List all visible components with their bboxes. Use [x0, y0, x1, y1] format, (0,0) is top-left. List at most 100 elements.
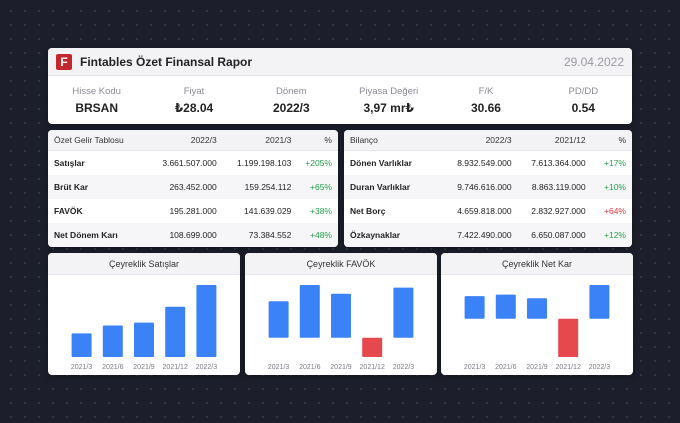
metrics-row: Hisse Kodu BRSAN Fiyat ₺28.04 Dönem 2022… [48, 76, 632, 124]
balance-sheet-table: Bilanço 2022/3 2021/12 % Dönen Varlıklar… [344, 130, 632, 247]
row-value-current: 195.281.000 [169, 206, 217, 216]
table-row: Satışlar 3.661.507.000 1.199.198.103 +20… [48, 151, 338, 175]
metric-label: Dönem [276, 85, 307, 97]
summary-header-card: F Fintables Özet Finansal Rapor 29.04.20… [48, 48, 632, 124]
metric-value: BRSAN [75, 100, 118, 115]
report-date: 29.04.2022 [563, 54, 624, 69]
x-tick-label: 2021/3 [268, 364, 290, 371]
x-tick-label: 2022/3 [589, 364, 611, 371]
table-row: Dönen Varlıklar 8.932.549.000 7.613.364.… [344, 151, 632, 175]
chart-bar [268, 301, 289, 338]
chart-bar [102, 325, 123, 357]
chart-bar [464, 296, 485, 319]
column-header: 2022/3 [190, 135, 217, 145]
column-header: 2021/12 [554, 135, 586, 145]
x-tick-label: 2021/9 [330, 364, 352, 371]
row-label: Özkaynaklar [350, 230, 401, 240]
row-change-pct: +64% [604, 206, 626, 216]
row-label: Satışlar [54, 158, 85, 168]
x-tick-label: 2021/6 [102, 364, 124, 371]
row-value-previous: 141.639.029 [244, 206, 292, 216]
metric-value: 0.54 [571, 100, 595, 115]
chart-bar [393, 287, 414, 338]
chart-bar [134, 322, 154, 357]
metric-label: PD/DD [568, 85, 599, 97]
chart-bar [495, 294, 516, 319]
metric-market-cap: Piyasa Değeri 3,97 mr₺ [340, 86, 437, 115]
row-change-pct: +17% [604, 158, 626, 168]
chart-plot: 2021/3 2021/6 2021/9 2021/12 2022/3 [71, 285, 218, 371]
column-header: 2021/3 [265, 135, 292, 145]
row-value-previous: 8.863.119.000 [531, 182, 586, 192]
header-bar: F Fintables Özet Finansal Rapor 29.04.20… [48, 48, 632, 76]
row-change-pct: +38% [310, 206, 332, 216]
column-header: % [324, 135, 332, 145]
table-row: Net Dönem Karı 108.699.000 73.384.552 +4… [48, 223, 338, 247]
chart-bar [299, 285, 320, 338]
x-tick-label: 2021/9 [133, 364, 155, 371]
chart-title: Çeyreklik Net Kar [441, 253, 633, 275]
row-label: Brüt Kar [54, 182, 89, 192]
fintables-logo-icon: F [56, 53, 72, 70]
x-tick-label: 2021/3 [464, 364, 486, 371]
column-header: % [618, 135, 626, 145]
row-value-current: 263.452.000 [169, 182, 217, 192]
column-header: Bilanço [350, 135, 378, 145]
quarterly-sales-chart: Çeyreklik Satışlar 2021/3 2021/6 2021/9 202… [48, 253, 240, 375]
row-value-previous: 159.254.112 [244, 182, 292, 192]
chart-bar [362, 337, 383, 357]
row-label: Dönen Varlıklar [350, 158, 412, 168]
x-tick-label: 2021/6 [495, 364, 517, 371]
metric-stock-code: Hisse Kodu BRSAN [48, 86, 145, 115]
x-tick-label: 2021/12 [556, 364, 581, 371]
metric-label: Hisse Kodu [72, 85, 121, 97]
metric-value: ₺28.04 [174, 100, 214, 115]
row-label: FAVÖK [54, 206, 83, 216]
chart-bar [71, 333, 92, 357]
row-value-current: 108.699.000 [169, 230, 217, 240]
chart-plot: 2021/3 2021/6 2021/9 2021/12 2022/3 [464, 285, 611, 371]
chart-title: Çeyreklik Satışlar [48, 253, 240, 275]
row-label: Duran Varlıklar [350, 182, 411, 192]
chart-plot: 2021/3 2021/6 2021/9 2021/12 2022/3 [268, 285, 415, 371]
table-row: Duran Varlıklar 9.746.616.000 8.863.119.… [344, 175, 632, 199]
row-label: Net Borç [350, 206, 386, 216]
x-tick-label: 2021/3 [71, 364, 93, 371]
metric-pb: PD/DD 0.54 [535, 86, 632, 115]
chart-bar [331, 293, 351, 338]
report-title: Fintables Özet Finansal Rapor [80, 54, 253, 69]
row-value-current: 9.746.616.000 [457, 182, 512, 192]
quarterly-ebitda-chart: Çeyreklik FAVÖK 2021/3 2021/6 2021/9 2021/1… [245, 253, 437, 375]
chart-bar [589, 285, 610, 319]
row-value-previous: 1.199.198.103 [236, 158, 292, 168]
table-header: Özet Gelir Tablosu 2022/3 2021/3 % [48, 130, 338, 151]
metric-label: F/K [478, 85, 494, 97]
quarterly-net-profit-chart: Çeyreklik Net Kar 2021/3 2021/6 2021/9 2021… [441, 253, 633, 375]
row-value-previous: 6.650.087.000 [531, 230, 586, 240]
row-value-previous: 7.613.364.000 [531, 158, 586, 168]
chart-bar [527, 298, 547, 319]
row-value-current: 4.659.818.000 [457, 206, 512, 216]
row-value-current: 8.932.549.000 [457, 158, 512, 168]
row-value-current: 3.661.507.000 [162, 158, 217, 168]
row-label: Net Dönem Karı [54, 230, 118, 240]
row-change-pct: +205% [305, 158, 332, 168]
metric-label: Fiyat [183, 85, 205, 97]
row-value-previous: 73.384.552 [248, 230, 292, 240]
table-header: Bilanço 2022/3 2021/12 % [344, 130, 632, 151]
metric-value: 3,97 mr₺ [363, 100, 414, 115]
row-change-pct: +10% [604, 182, 626, 192]
x-tick-label: 2022/3 [393, 364, 415, 371]
metric-price: Fiyat ₺28.04 [145, 86, 242, 115]
metric-pe: F/K 30.66 [437, 86, 534, 115]
chart-title: Çeyreklik FAVÖK [245, 253, 437, 275]
chart-bar [165, 306, 186, 357]
x-tick-label: 2022/3 [196, 364, 218, 371]
income-statement-table: Özet Gelir Tablosu 2022/3 2021/3 % Satış… [48, 130, 338, 247]
x-tick-label: 2021/9 [526, 364, 548, 371]
metric-value: 2022/3 [272, 100, 310, 115]
metric-value: 30.66 [470, 100, 501, 115]
row-value-previous: 2.832.927.000 [531, 206, 586, 216]
column-header: Özet Gelir Tablosu [54, 135, 124, 145]
metric-label: Piyasa Değeri [359, 85, 419, 97]
